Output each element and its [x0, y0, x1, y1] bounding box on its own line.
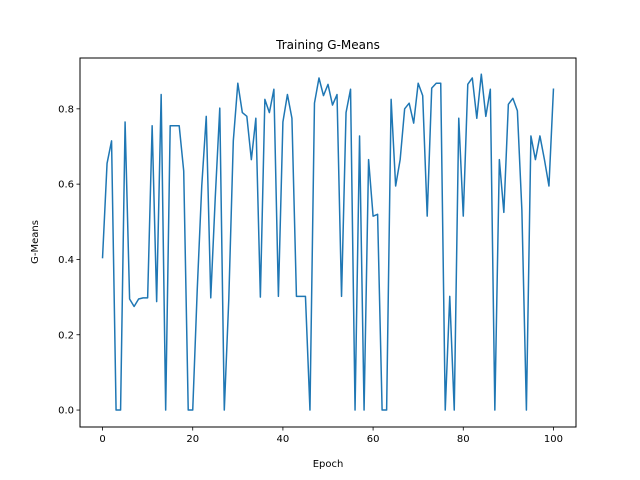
y-axis: 0.0 0.2 0.4 0.6 0.8 — [58, 104, 80, 417]
chart-title: Training G-Means — [275, 38, 380, 52]
y-tick-label: 0.4 — [58, 255, 74, 266]
x-axis-title: Epoch — [313, 459, 344, 470]
series-line-0 — [101, 73, 555, 411]
y-tick-label: 0.6 — [58, 180, 74, 191]
x-tick-label: 20 — [186, 434, 199, 445]
x-tick-label: 0 — [99, 434, 105, 445]
axes-frame — [79, 57, 577, 428]
y-tick-label: 0.0 — [58, 406, 74, 417]
x-tick-label: 100 — [544, 434, 563, 445]
x-tick-label: 60 — [367, 434, 380, 445]
y-axis-title: G-Means — [30, 220, 41, 264]
x-tick-label: 40 — [277, 434, 290, 445]
y-tick-label: 0.2 — [58, 330, 74, 341]
x-tick-label: 80 — [457, 434, 470, 445]
x-axis: 0 20 40 60 80 100 — [99, 427, 563, 445]
y-tick-label: 0.8 — [58, 104, 74, 115]
plot-area — [101, 73, 555, 411]
